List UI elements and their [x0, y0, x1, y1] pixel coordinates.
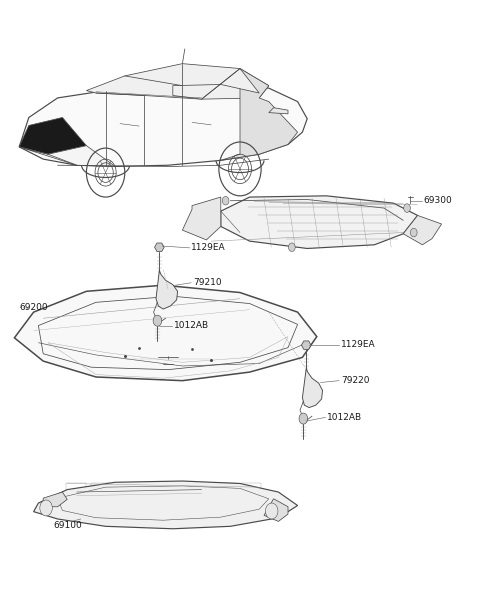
Polygon shape — [302, 368, 323, 408]
Circle shape — [40, 500, 52, 516]
Text: 69100: 69100 — [54, 521, 83, 529]
Circle shape — [265, 503, 278, 519]
Text: 1129EA: 1129EA — [341, 340, 375, 349]
Text: 1129EA: 1129EA — [191, 244, 226, 252]
Circle shape — [222, 196, 229, 205]
Polygon shape — [403, 215, 442, 245]
Polygon shape — [264, 499, 288, 521]
Ellipse shape — [251, 209, 282, 225]
Text: 69300: 69300 — [424, 196, 453, 205]
Polygon shape — [173, 69, 259, 99]
Text: 79210: 79210 — [193, 278, 222, 287]
Text: 1012AB: 1012AB — [174, 321, 209, 330]
Polygon shape — [182, 197, 221, 240]
Ellipse shape — [325, 206, 390, 237]
Circle shape — [153, 315, 162, 326]
Text: 69200: 69200 — [19, 303, 48, 312]
Circle shape — [288, 243, 295, 252]
Circle shape — [410, 228, 417, 237]
Polygon shape — [14, 285, 317, 381]
Polygon shape — [19, 146, 115, 166]
FancyBboxPatch shape — [115, 349, 221, 367]
Polygon shape — [301, 341, 311, 349]
Polygon shape — [221, 69, 298, 160]
Polygon shape — [19, 118, 86, 154]
Circle shape — [299, 413, 308, 424]
Text: 1012AB: 1012AB — [327, 413, 362, 422]
Polygon shape — [86, 64, 269, 99]
Polygon shape — [221, 196, 418, 248]
Polygon shape — [19, 84, 307, 166]
Text: 79220: 79220 — [341, 376, 369, 385]
Polygon shape — [155, 243, 164, 252]
Polygon shape — [269, 108, 288, 114]
Circle shape — [404, 204, 410, 212]
Polygon shape — [43, 492, 67, 507]
Polygon shape — [34, 481, 298, 529]
Polygon shape — [156, 271, 178, 309]
